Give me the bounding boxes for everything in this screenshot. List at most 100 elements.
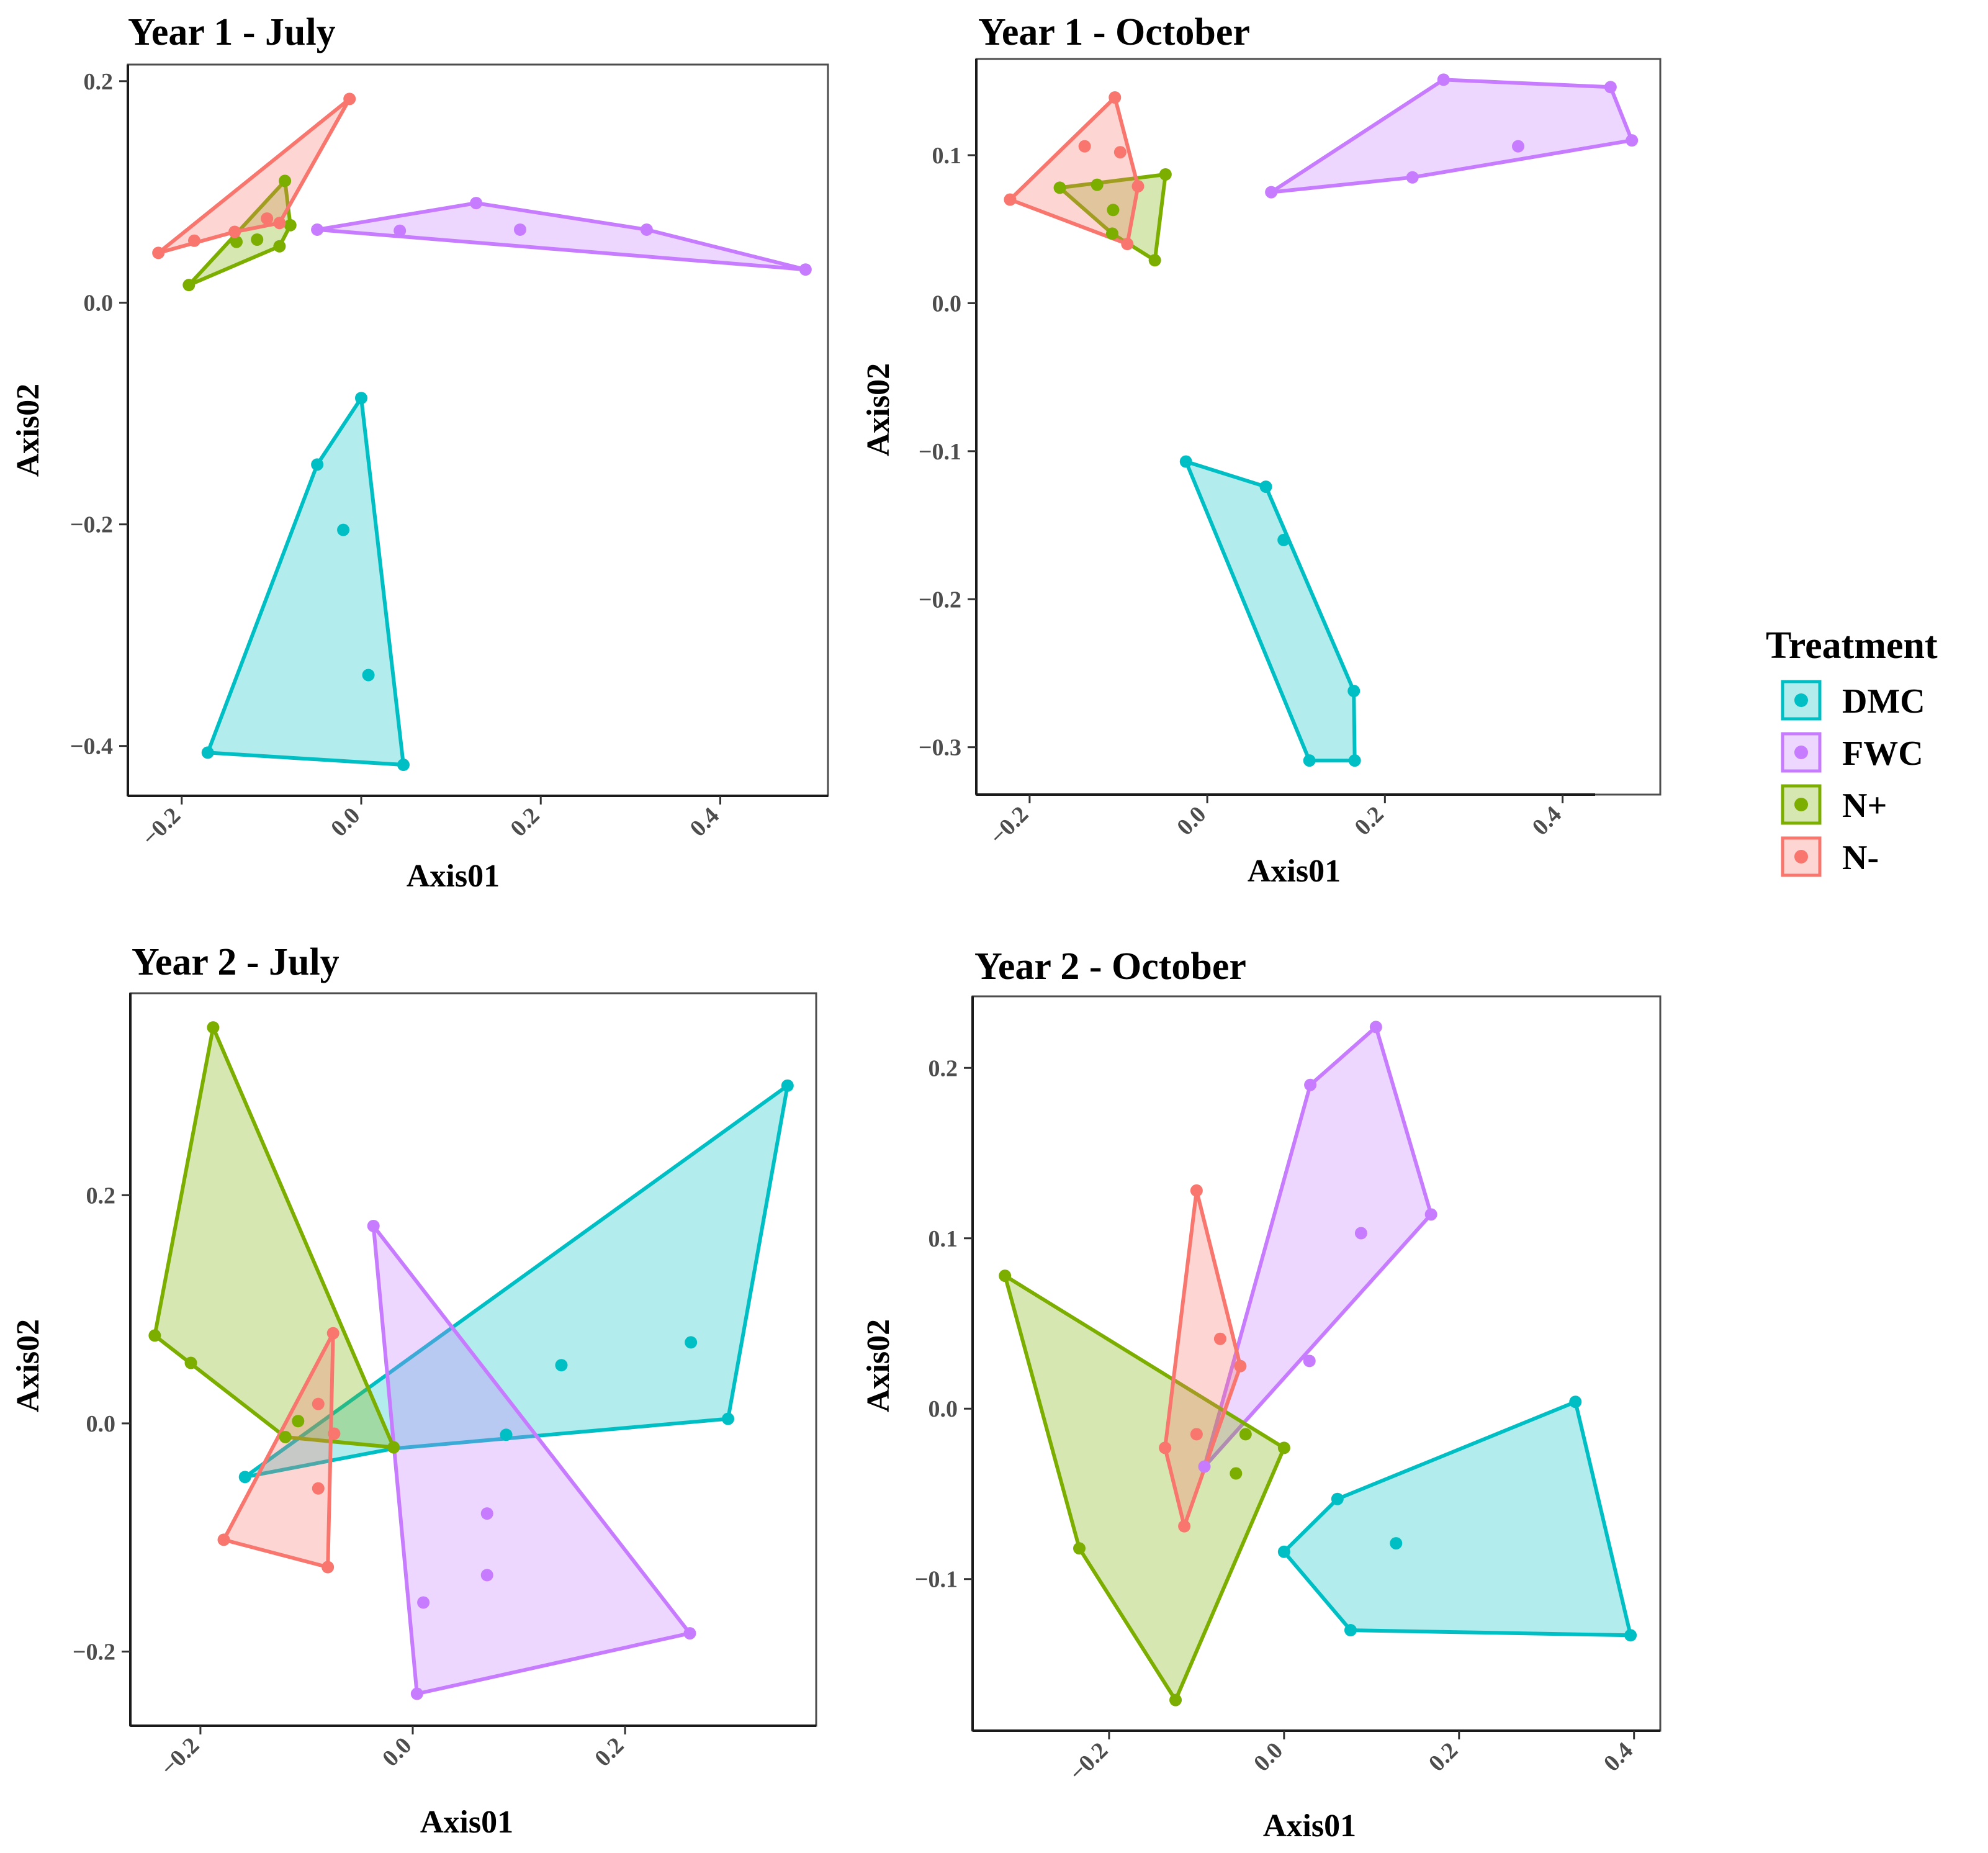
point-n-minus [1159,1441,1172,1454]
point-n-minusplus [1277,1441,1290,1454]
point-dmc [1277,533,1290,546]
point-n-minus [261,212,274,225]
x-tick-label: 0.2 [1424,1738,1463,1777]
point-n-minusplus [279,174,292,187]
point-n-minusplus [999,1269,1012,1283]
point-n-minus [1131,180,1145,193]
point-fwc [480,1507,493,1520]
plot-area [148,1021,794,1700]
point-n-minus [322,1561,335,1574]
point-fwc [1198,1460,1211,1473]
plot-area [1004,73,1639,767]
panel-year1-july: Year 1 - July −0.2 0.0 0.2 0.4 −0.4 −0.2 0.0 0… [11,11,829,894]
y-axis-ticks: −0.4 −0.2 0.0 0.2 [70,69,128,760]
hull-dmc [205,396,405,767]
point-fwc [394,224,407,237]
legend-dot [1794,798,1808,811]
point-dmc [355,392,367,405]
plot-area [999,1021,1637,1706]
point-dmc [1347,685,1361,698]
y-tick-label: −0.2 [919,587,961,613]
point-dmc [311,458,324,471]
point-fwc [1437,73,1450,86]
point-dmc [1624,1629,1637,1642]
point-n-minusplus [1148,254,1161,267]
y-tick-label: −0.3 [919,735,961,761]
point-n-minusplus [1091,178,1104,191]
y-tick-label: 0.0 [86,1411,116,1437]
x-tick-label: 0.4 [685,803,724,842]
point-n-minusplus [251,233,264,246]
legend-item: DMC [1781,680,1925,721]
point-n-minusplus [273,240,286,253]
point-n-minusplus [1073,1542,1086,1555]
point-n-minus [328,1427,341,1440]
x-tick-label: 0.0 [1172,801,1211,841]
point-n-minusplus [1230,1467,1243,1480]
point-n-minusplus [230,235,243,248]
x-axis-title: Axis01 [1248,854,1341,889]
point-dmc [1259,480,1272,494]
x-tick-label: 0.4 [1599,1738,1638,1777]
point-n-minusplus [1159,168,1172,181]
point-fwc [1369,1021,1382,1034]
panel-year2-october: Year 2 - October −0.2 0.0 0.2 0.4 −0.1 0.0 0.… [861,945,1662,1844]
y-tick-label: −0.1 [915,1567,958,1593]
hull-fwc [1269,78,1634,194]
x-axis-title: Axis01 [407,859,500,894]
x-tick-label: 0.0 [326,803,365,842]
panel-title: Year 1 - July [128,11,336,53]
legend-label: N+ [1842,787,1887,825]
point-dmc [238,1471,251,1484]
point-n-minusplus [1053,181,1066,194]
point-n-minus [1109,91,1122,104]
legend-label: N- [1842,839,1879,877]
panel-title: Year 2 - October [974,945,1246,988]
x-tick-label: 0.4 [1527,801,1567,841]
point-dmc [362,669,375,682]
legend-title: Treatment [1766,624,1938,667]
point-n-minus [1113,146,1127,159]
point-n-minus [1004,193,1017,206]
point-n-minusplus [1169,1693,1182,1706]
point-fwc [417,1596,430,1609]
point-n-minus [152,246,165,259]
point-n-minus [1234,1359,1247,1373]
point-n-minus [1190,1184,1203,1197]
legend-dot [1794,850,1808,863]
y-tick-label: 0.2 [929,1055,958,1081]
point-n-minusplus [182,279,196,292]
point-fwc [480,1569,493,1582]
point-fwc [410,1687,423,1700]
x-axis-ticks: −0.2 0.0 0.2 [156,1726,629,1781]
legend-label: FWC [1842,734,1923,773]
x-tick-label: 0.2 [505,803,544,842]
point-n-minus [217,1533,230,1546]
y-axis-ticks: −0.3 −0.2 −0.1 0.0 0.1 [919,143,976,761]
point-n-minus [1190,1428,1203,1441]
hull-fwc [371,1224,692,1696]
point-n-minus [312,1397,325,1410]
y-axis-title: Axis02 [11,384,46,477]
y-tick-label: −0.4 [70,734,113,760]
point-fwc [311,223,324,236]
y-tick-label: 0.0 [84,291,114,317]
point-dmc [1331,1492,1344,1505]
panel-year1-october: Year 1 - October −0.2 0.0 0.2 0.4 −0.3−0.2−… [861,11,1662,889]
point-n-minus [1078,140,1091,153]
panel-title: Year 1 - October [978,11,1250,53]
point-n-minusplus [1107,204,1120,217]
point-n-minusplus [284,219,297,232]
point-dmc [337,523,350,536]
point-n-minus [1178,1520,1191,1533]
point-n-minus [1213,1332,1226,1345]
hull-fwc [1202,1025,1433,1469]
point-dmc [201,746,214,759]
point-fwc [1512,140,1525,153]
y-tick-label: 0.1 [932,143,962,169]
point-dmc [1344,1624,1357,1637]
point-dmc [781,1079,794,1092]
point-dmc [1569,1395,1582,1409]
hull-n-minusplus [153,1026,396,1449]
